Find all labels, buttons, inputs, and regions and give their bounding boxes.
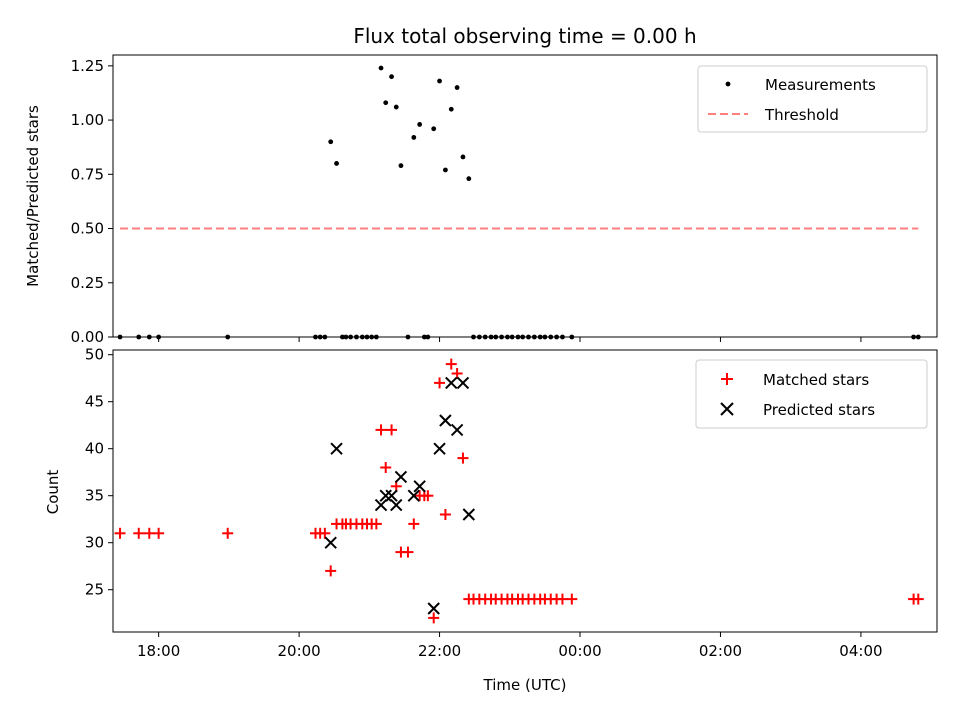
predicted-star-point bbox=[439, 414, 452, 427]
predicted-star-point bbox=[379, 489, 392, 502]
measurement-point bbox=[437, 78, 442, 84]
measurement-point bbox=[443, 167, 448, 173]
measurement-point bbox=[417, 122, 423, 127]
top-chart-ylabel: Matched/Predicted stars bbox=[24, 105, 42, 287]
y-tick-label: 1.25 bbox=[71, 57, 104, 75]
predicted-star-point bbox=[427, 602, 440, 615]
predicted-star-point bbox=[433, 442, 446, 455]
matched-star-point bbox=[375, 424, 387, 436]
y-tick-label: 45 bbox=[85, 393, 104, 411]
y-tick-label: 0.00 bbox=[71, 328, 104, 346]
x-tick-label: 00:00 bbox=[558, 642, 601, 660]
matched-star-point bbox=[566, 593, 578, 605]
measurement-point bbox=[448, 106, 454, 112]
predicted-star-point bbox=[407, 489, 421, 502]
top-chart-plot-area: 0.00 0.25 0.50 0.75 1.00 1.25 bbox=[71, 54, 938, 346]
matched-star-point bbox=[380, 462, 392, 473]
measurement-point bbox=[431, 126, 437, 132]
matched-star-point bbox=[445, 358, 457, 370]
matched-star-point bbox=[439, 509, 451, 520]
matched-star-point bbox=[428, 612, 440, 624]
matched-star-point bbox=[422, 490, 434, 502]
matched-star-point bbox=[325, 565, 337, 577]
measurement-point bbox=[383, 100, 389, 106]
matched-star-point bbox=[451, 368, 463, 379]
legend-predicted-stars-marker bbox=[720, 402, 734, 416]
matched-star-point bbox=[556, 593, 568, 605]
x-tick-label: 22:00 bbox=[418, 642, 461, 660]
series-predicted-stars bbox=[324, 376, 476, 615]
y-tick-label: 25 bbox=[85, 581, 104, 599]
predicted-star-point bbox=[330, 442, 343, 455]
y-tick-label: 40 bbox=[85, 440, 104, 458]
predicted-star-point bbox=[390, 498, 403, 512]
predicted-star-point bbox=[445, 376, 458, 390]
series-measurements bbox=[117, 65, 921, 340]
measurement-point bbox=[398, 163, 404, 169]
legend-matched-stars-marker bbox=[721, 373, 733, 385]
predicted-star-point bbox=[462, 508, 476, 521]
predicted-star-point bbox=[394, 470, 408, 484]
matched-star-point bbox=[457, 452, 469, 464]
legend-predicted-stars-label: Predicted stars bbox=[763, 401, 875, 419]
legend-measurements-label: Measurements bbox=[765, 76, 876, 94]
legend-threshold-label: Threshold bbox=[764, 106, 839, 124]
x-tick-label: 20:00 bbox=[277, 642, 320, 660]
bottom-chart-xlabel: Time (UTC) bbox=[483, 676, 567, 694]
measurement-point bbox=[411, 135, 417, 140]
x-tick-label: 18:00 bbox=[137, 642, 180, 660]
top-chart-title: Flux total observing time = 0.00 h bbox=[353, 24, 696, 48]
measurement-point bbox=[393, 104, 399, 110]
axes-frame bbox=[112, 54, 938, 338]
y-tick-label: 30 bbox=[85, 534, 104, 552]
measurement-point bbox=[378, 65, 384, 71]
matched-star-point bbox=[319, 527, 331, 539]
matched-star-point bbox=[370, 518, 382, 530]
predicted-star-point bbox=[324, 536, 337, 549]
matched-star-point bbox=[133, 527, 145, 539]
predicted-star-point bbox=[413, 480, 426, 493]
predicted-star-point bbox=[385, 489, 398, 502]
bottom-legend-frame bbox=[695, 359, 928, 429]
y-tick-label: 0.50 bbox=[71, 220, 104, 238]
measurement-point bbox=[389, 74, 394, 80]
x-tick-label: 04:00 bbox=[839, 642, 882, 660]
x-tick-label: 02:00 bbox=[699, 642, 742, 660]
matched-star-point bbox=[143, 527, 155, 539]
measurement-point bbox=[328, 139, 334, 145]
matched-star-point bbox=[402, 546, 414, 558]
measurement-point bbox=[454, 85, 460, 90]
top-legend-frame bbox=[697, 65, 928, 133]
axes-frame bbox=[112, 349, 938, 633]
predicted-star-point bbox=[374, 498, 388, 512]
legend-matched-stars-label: Matched stars bbox=[763, 371, 869, 389]
matched-star-point bbox=[153, 527, 165, 539]
bottom-chart-plot-area: 18:00 20:00 22:00 00:00 02:00 04:00 25 30 35 40 45… bbox=[85, 346, 938, 660]
y-tick-label: 50 bbox=[85, 346, 104, 364]
y-tick-label: 0.25 bbox=[71, 274, 104, 292]
measurement-point bbox=[334, 161, 339, 166]
matched-star-point bbox=[408, 518, 420, 530]
matched-star-point bbox=[386, 424, 398, 436]
y-tick-label: 35 bbox=[85, 487, 104, 505]
bottom-chart-legend: Matched stars Predicted stars bbox=[695, 359, 928, 429]
y-tick-label: 0.75 bbox=[71, 165, 104, 183]
predicted-star-point bbox=[450, 423, 464, 437]
matched-star-point bbox=[114, 527, 126, 539]
series-matched-stars bbox=[114, 358, 924, 624]
measurement-point bbox=[466, 176, 472, 182]
matched-star-point bbox=[912, 593, 924, 605]
matched-star-point bbox=[222, 527, 234, 539]
y-tick-label: 1.00 bbox=[71, 111, 104, 129]
bottom-chart-ylabel: Count bbox=[44, 470, 62, 515]
legend-measurements-marker bbox=[725, 81, 731, 87]
matched-star-point bbox=[434, 377, 446, 389]
top-chart-legend: Measurements Threshold bbox=[697, 65, 928, 133]
predicted-star-point bbox=[456, 376, 470, 390]
measurement-point bbox=[460, 154, 466, 160]
